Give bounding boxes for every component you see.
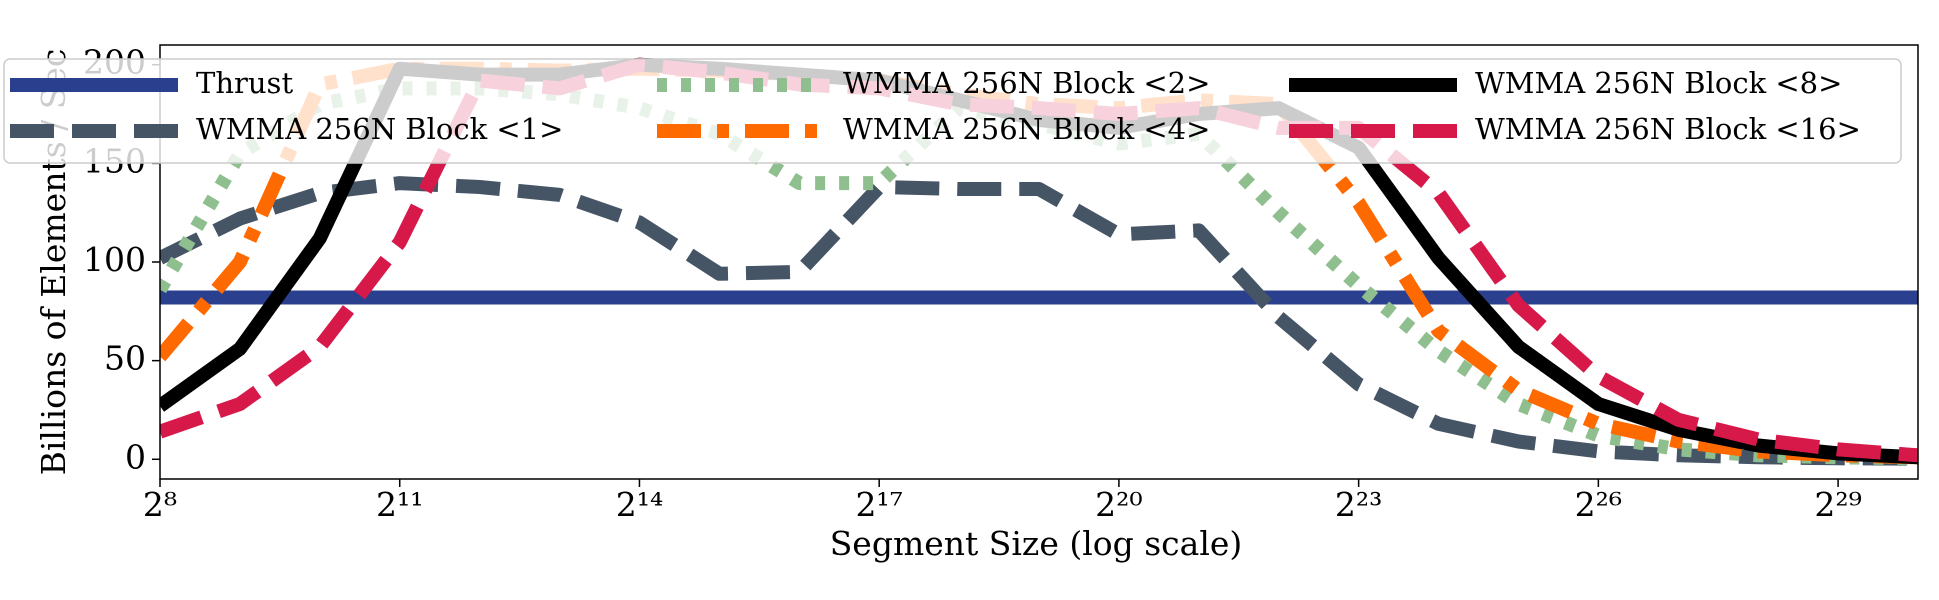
legend-label: WMMA 256N Block <1> (196, 112, 563, 146)
x-tick-label: 2²³ (1335, 485, 1382, 524)
x-tick-label: 2¹¹ (376, 485, 423, 524)
x-tick-label: 2⁸ (143, 485, 177, 524)
legend-label: WMMA 256N Block <4> (843, 112, 1210, 146)
y-tick-label: 0 (125, 437, 146, 476)
y-tick-label: 50 (104, 339, 146, 378)
x-axis-label: Segment Size (log scale) (830, 524, 1243, 563)
legend-label: Thrust (196, 66, 293, 100)
y-tick-label: 100 (83, 240, 146, 279)
series-line (160, 176, 1918, 466)
legend-label: WMMA 256N Block <8> (1475, 66, 1842, 100)
legend: Thrust WMMA 256N Block <1> WMMA 256N Block… (3, 58, 1902, 164)
x-tick-label: 2²⁰ (1095, 485, 1142, 524)
legend-label: WMMA 256N Block <16> (1475, 112, 1861, 146)
x-tick-label: 2¹⁷ (855, 485, 902, 524)
x-tick-label: 2²⁶ (1575, 485, 1622, 524)
legend-label: WMMA 256N Block <2> (843, 66, 1210, 100)
x-tick-label: 2¹⁴ (616, 485, 663, 524)
plot-frame (159, 44, 1919, 480)
x-tick-label: 2²⁹ (1814, 485, 1861, 524)
